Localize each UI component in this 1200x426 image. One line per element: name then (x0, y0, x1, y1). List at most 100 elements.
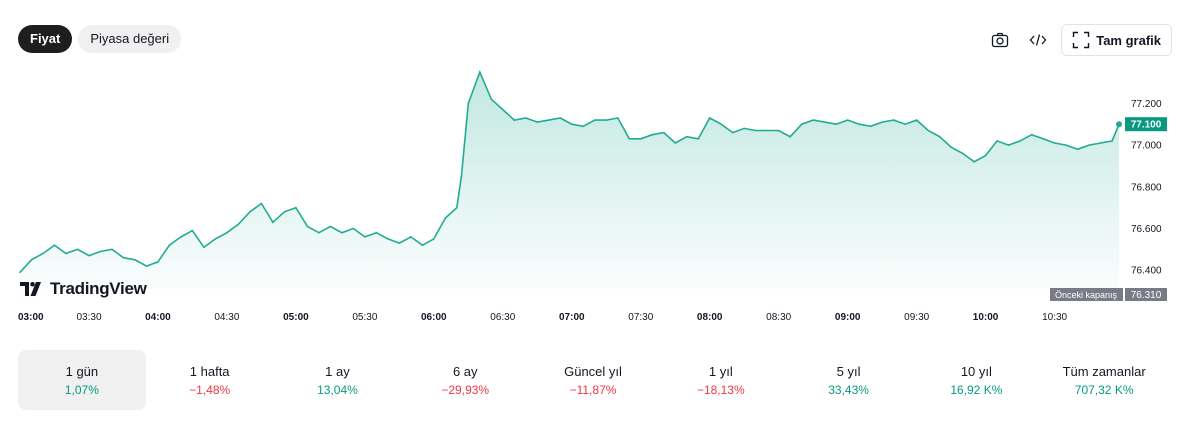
price-point (640, 138, 642, 140)
perf-label: 1 ay (325, 363, 350, 379)
price-point (617, 117, 619, 119)
perf-value: −18,13% (696, 382, 745, 397)
perf-label: 10 yıl (960, 363, 992, 379)
price-point (1099, 142, 1102, 144)
price-point (754, 129, 757, 132)
perf-value: 707,32 K% (1074, 382, 1134, 397)
price-point (421, 244, 424, 246)
tab-price[interactable]: Fiyat (18, 25, 73, 53)
perf-1-year[interactable]: 1 yıl −18,13% (657, 350, 785, 410)
price-point (513, 119, 516, 121)
price-point (1065, 144, 1067, 146)
price-point (697, 138, 700, 140)
y-tick-label: 77.200 (1131, 99, 1162, 110)
screenshot-button[interactable] (985, 25, 1015, 55)
perf-label: 6 ay (452, 363, 478, 379)
price-point (996, 140, 998, 142)
price-point (548, 119, 550, 121)
previous-close-badge: Önceki kapanış 76.310 (1050, 288, 1167, 301)
price-point (536, 121, 539, 123)
tab-market-cap[interactable]: Piyasa değeri (78, 25, 182, 53)
price-point (823, 121, 826, 123)
price-point (950, 146, 952, 148)
price-point (1019, 140, 1021, 142)
price-point (1076, 148, 1079, 151)
perf-label: 1 hafta (189, 363, 230, 379)
x-tick-label: 07:30 (628, 312, 653, 323)
price-chart[interactable]: 77.200 77.000 76.800 76.600 76.400 77.100 Ön… (0, 60, 1200, 335)
embed-button[interactable] (1023, 25, 1053, 55)
price-point (525, 117, 527, 119)
price-point (731, 131, 734, 134)
price-point (651, 133, 654, 136)
price-point (111, 248, 113, 251)
price-point (237, 223, 240, 226)
price-point (766, 129, 768, 132)
perf-label: Tüm zamanlar (1062, 363, 1146, 379)
price-point (973, 161, 975, 163)
price-point (398, 242, 401, 244)
price-area (20, 72, 1119, 289)
x-tick-label: 07:00 (559, 312, 585, 323)
perf-1-month[interactable]: 1 ay 13,04% (274, 350, 402, 410)
current-price-label: 77.100 (1131, 120, 1162, 131)
price-point (329, 225, 332, 228)
price-point (915, 119, 918, 121)
perf-all-time[interactable]: Tüm zamanlar 707,32 K% (1040, 350, 1168, 410)
price-point (835, 123, 837, 125)
price-point (1030, 133, 1033, 136)
price-point (318, 231, 320, 234)
price-point (191, 229, 194, 232)
perf-10-years[interactable]: 10 yıl 16,92 K% (912, 350, 1040, 410)
price-point (674, 142, 677, 144)
price-point (467, 102, 470, 105)
perf-6-months[interactable]: 6 ay −29,93% (401, 350, 529, 410)
price-line (19, 69, 1120, 273)
price-point (53, 244, 56, 246)
price-point (364, 236, 366, 238)
price-point (99, 250, 102, 253)
x-tick-label: 08:30 (766, 312, 791, 323)
price-point (1111, 140, 1113, 142)
performance-bar: 1 gün 1,07% 1 hafta −1,48% 1 ay 13,04% 6… (18, 350, 1168, 410)
price-point (306, 225, 309, 228)
perf-value: 1,07% (64, 382, 99, 397)
x-tick-label: 05:00 (283, 312, 309, 323)
price-point (272, 221, 274, 224)
price-point (283, 211, 286, 213)
price-point (869, 125, 872, 128)
perf-1-week[interactable]: 1 hafta −1,48% (146, 350, 274, 410)
perf-value: 13,04% (317, 382, 358, 397)
price-point (663, 131, 665, 134)
logo-text: TradingView (50, 279, 147, 298)
chart-toolbar: Tam grafik (985, 24, 1172, 56)
price-point (846, 119, 849, 121)
full-chart-button[interactable]: Tam grafik (1061, 24, 1172, 56)
perf-value: −29,93% (441, 382, 490, 397)
perf-value: −11,87% (569, 382, 617, 397)
x-tick-label: 06:00 (421, 312, 447, 323)
price-point (628, 138, 631, 140)
y-tick-label: 76.800 (1131, 182, 1162, 193)
price-point (249, 211, 251, 213)
price-point (375, 231, 378, 234)
perf-5-years[interactable]: 5 yıl 33,43% (785, 350, 913, 410)
price-point (260, 202, 263, 205)
price-point (892, 119, 895, 121)
price-point (1053, 142, 1056, 144)
price-point (122, 256, 125, 259)
price-point (743, 127, 745, 130)
perf-ytd[interactable]: Güncel yıl −11,87% (529, 350, 657, 410)
price-point (203, 246, 205, 249)
price-point (352, 227, 355, 230)
perf-1-day[interactable]: 1 gün 1,07% (18, 350, 146, 410)
price-point (594, 119, 596, 121)
price-point (1088, 144, 1090, 146)
tradingview-mark-icon (20, 282, 41, 296)
price-point (708, 117, 711, 119)
x-tick-label: 05:30 (352, 312, 377, 323)
price-point (559, 117, 562, 119)
x-tick-label: 09:00 (835, 312, 861, 323)
price-point (134, 259, 136, 261)
price-point (720, 123, 722, 125)
